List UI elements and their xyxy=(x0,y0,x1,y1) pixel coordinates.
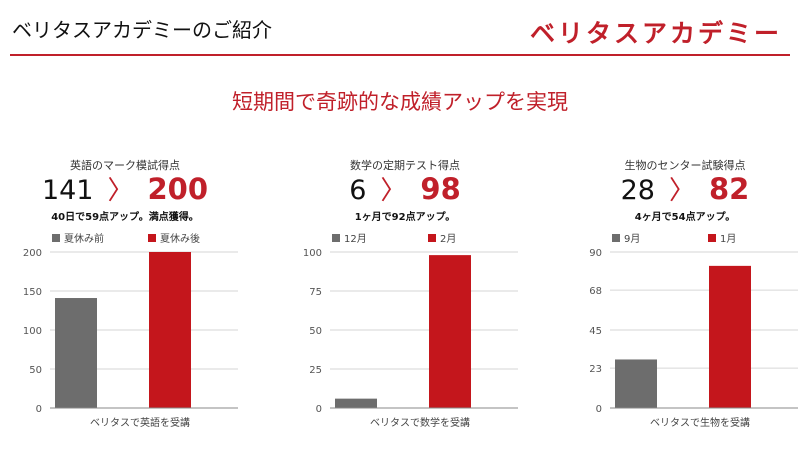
score-after: 98 xyxy=(420,172,461,206)
legend-label: 2月 xyxy=(440,233,456,245)
math-score-chart: 12月 2月 0 25 50 75 100 ベリタスで数学を受講 xyxy=(303,233,518,429)
score-comparison: 28 〉 82 xyxy=(560,172,800,211)
legend-label: 1月 xyxy=(720,233,736,245)
score-after: 82 xyxy=(709,172,750,206)
x-category-label: ベリタスで生物を受講 xyxy=(650,416,750,429)
legend-swatch xyxy=(428,234,436,242)
chevron-right-icon: 〉 xyxy=(107,176,134,206)
panel-subtitle: 英語のマーク模試得点 xyxy=(70,159,180,172)
score-comparison: 6 〉 98 xyxy=(280,172,530,211)
score-before: 28 xyxy=(620,175,655,206)
legend-swatch xyxy=(612,234,620,242)
y-tick-label: 75 xyxy=(309,287,322,298)
y-tick-label: 100 xyxy=(23,326,42,337)
bar xyxy=(709,265,751,408)
y-tick-label: 23 xyxy=(589,364,602,375)
bar xyxy=(335,398,377,408)
score-before: 141 xyxy=(41,175,94,206)
legend-swatch xyxy=(332,234,340,242)
headline: 短期間で奇跡的な成績アップを実現 xyxy=(232,90,568,114)
legend-label: 12月 xyxy=(344,233,367,245)
bar xyxy=(55,298,97,408)
score-note: 1ヶ月で92点アップ。 xyxy=(354,212,456,223)
y-tick-label: 68 xyxy=(589,286,602,297)
y-tick-label: 150 xyxy=(23,287,42,298)
header-divider xyxy=(10,54,790,56)
y-tick-label: 90 xyxy=(589,248,602,259)
brand-logo: ベリタスアカデミー xyxy=(529,19,782,48)
y-tick-label: 100 xyxy=(303,248,322,259)
y-tick-label: 0 xyxy=(316,404,322,415)
y-tick-label: 50 xyxy=(29,365,42,376)
english-result-panel: 英語のマーク模試得点 141 〉 200 40日で59点アップ。満点獲得。 夏休み前… xyxy=(0,150,250,450)
y-tick-label: 25 xyxy=(309,365,322,376)
x-category-label: ベリタスで英語を受講 xyxy=(90,416,190,429)
bar xyxy=(149,252,191,408)
x-category-label: ベリタスで数学を受講 xyxy=(370,416,470,429)
page-title: ベリタスアカデミーのご紹介 xyxy=(12,18,272,42)
y-tick-label: 50 xyxy=(309,326,322,337)
y-tick-label: 45 xyxy=(589,326,602,337)
chevron-right-icon: 〉 xyxy=(668,176,695,206)
legend-swatch xyxy=(708,234,716,242)
y-tick-label: 0 xyxy=(36,404,42,415)
biology-result-panel: 生物のセンター試験得点 28 〉 82 4ヶ月で54点アップ。 9月 1月 0 23 45 6… xyxy=(560,150,800,450)
bar xyxy=(615,359,657,408)
legend-swatch xyxy=(148,234,156,242)
chevron-right-icon: 〉 xyxy=(380,176,407,206)
bar xyxy=(429,255,471,408)
score-comparison: 141 〉 200 xyxy=(0,172,250,211)
math-result-panel: 数学の定期テスト得点 6 〉 98 1ヶ月で92点アップ。 12月 2月 0 25 50 75… xyxy=(280,150,530,450)
panel-subtitle: 生物のセンター試験得点 xyxy=(624,159,746,172)
biology-score-chart: 9月 1月 0 23 45 68 90 ベリタスで生物を受講 xyxy=(589,233,798,429)
score-note: 4ヶ月で54点アップ。 xyxy=(634,212,736,223)
english-score-chart: 夏休み前 夏休み後 0 50 100 150 200 ベリタスで英語を受講 xyxy=(23,232,238,429)
score-after: 200 xyxy=(147,172,209,206)
y-tick-label: 200 xyxy=(23,248,42,259)
score-note: 40日で59点アップ。満点獲得。 xyxy=(51,212,199,223)
y-tick-label: 0 xyxy=(596,404,602,415)
legend-label: 夏休み前 xyxy=(64,232,104,245)
score-before: 6 xyxy=(349,175,367,206)
legend-label: 夏休み後 xyxy=(160,232,200,245)
legend-label: 9月 xyxy=(624,233,640,245)
panel-subtitle: 数学の定期テスト得点 xyxy=(350,159,460,172)
legend-swatch xyxy=(52,234,60,242)
